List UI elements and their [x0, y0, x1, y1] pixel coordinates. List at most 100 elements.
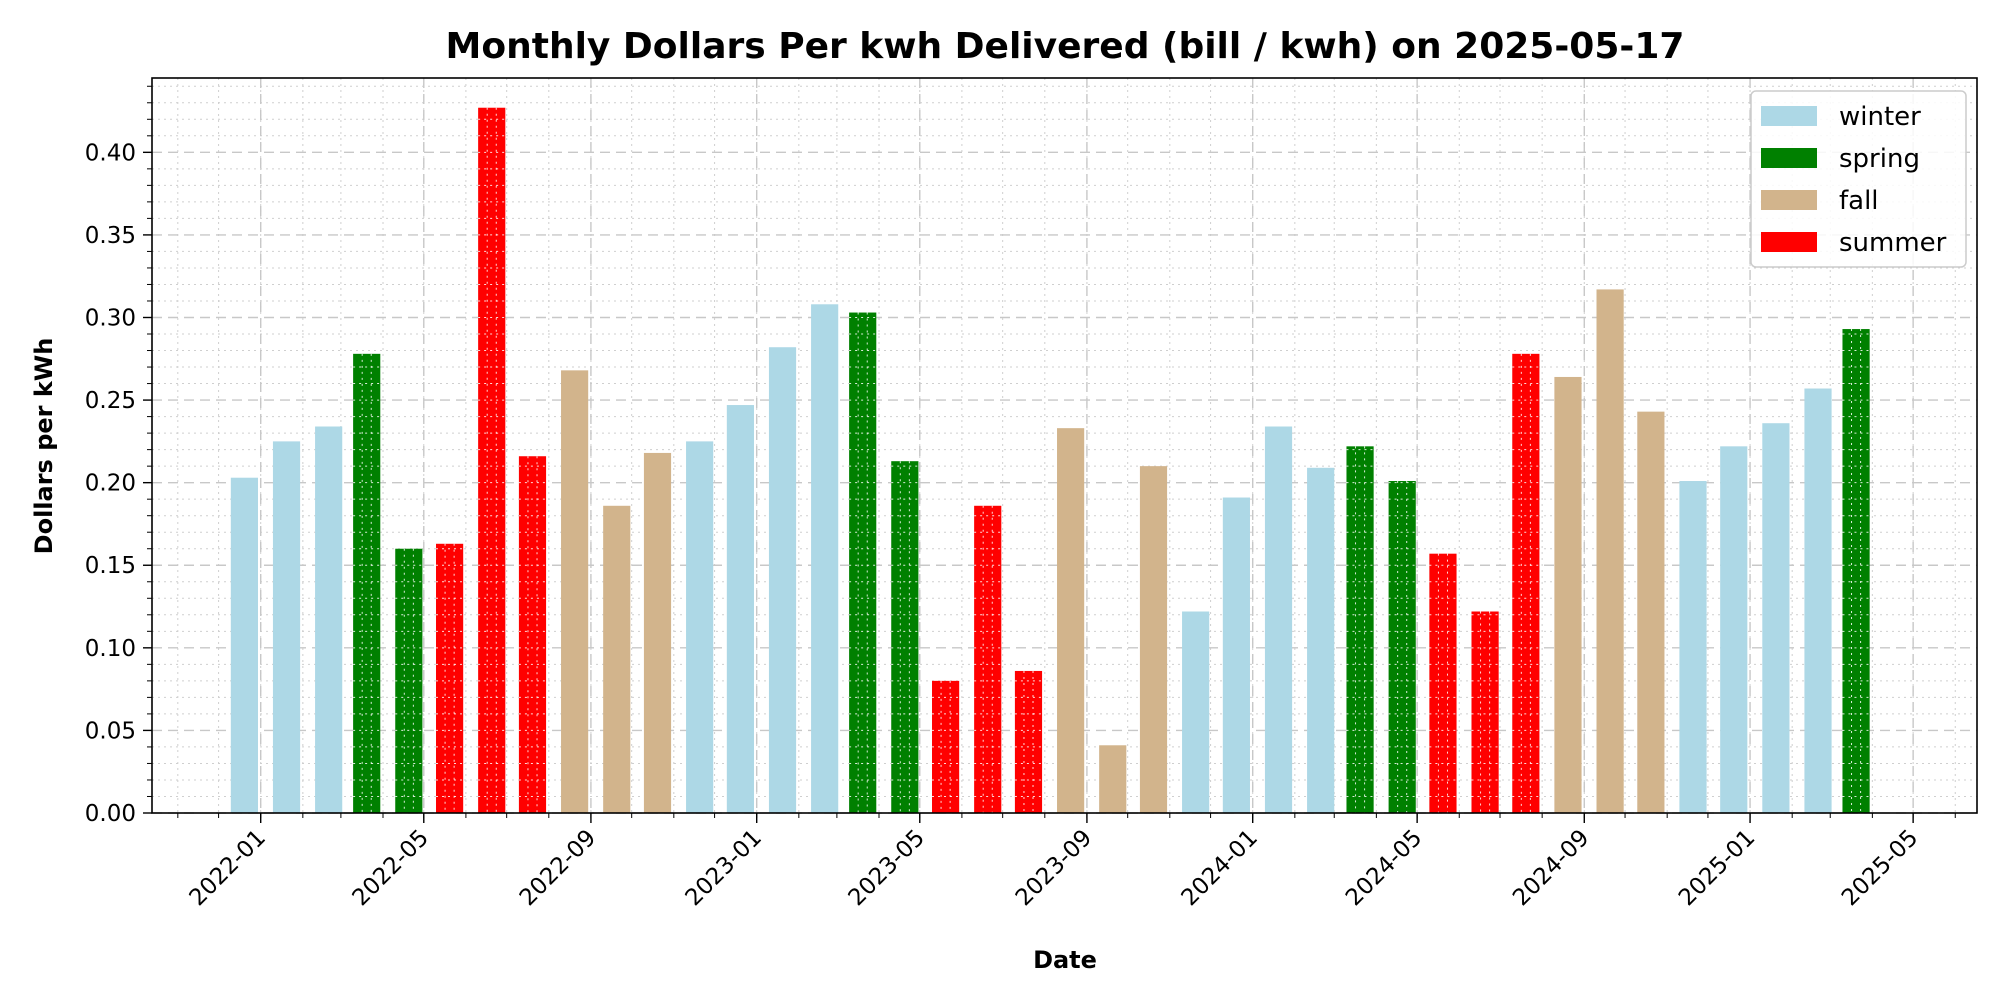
bar-fill	[1637, 411, 1665, 813]
x-tick-label: 2023-01	[681, 825, 767, 911]
bar-summer	[1429, 553, 1457, 813]
x-tick-label: 2024-05	[1341, 825, 1427, 911]
bar-fill	[1388, 481, 1416, 813]
x-tick-label: 2022-09	[515, 825, 601, 911]
bar-fall	[1057, 428, 1085, 813]
plot-frame	[151, 77, 1978, 814]
y-tick-label: 0.10	[85, 636, 136, 662]
bar-fill	[726, 405, 754, 813]
bar-summer	[1471, 611, 1499, 813]
bar-fill	[849, 312, 877, 813]
bar-fill	[1182, 611, 1210, 813]
bar-fall	[603, 505, 631, 813]
bar-fall	[643, 452, 672, 813]
bar-winter	[686, 441, 714, 813]
bar-spring	[353, 353, 381, 813]
bar-spring	[1842, 329, 1870, 813]
y-tick-label: 0.30	[85, 305, 136, 331]
bar-fill	[643, 452, 672, 813]
legend-label-fall: fall	[1839, 186, 1879, 216]
bar-spring	[395, 548, 423, 813]
y-axis: 0.00 0.05 0.10 0.15 0.20 0.25 0.30 0.35 0.40	[85, 85, 152, 827]
bar-winter	[1307, 467, 1335, 813]
bar-fill	[1346, 446, 1374, 813]
bar-fill	[891, 461, 919, 813]
bar-fill	[1720, 446, 1748, 813]
bar-summer	[1014, 670, 1043, 813]
bar-fill	[1222, 497, 1250, 813]
x-axis: 2022-01 2022-05 2022-09 2023-01 2023-05 2023-…	[177, 813, 1956, 911]
bar-winter	[1720, 446, 1748, 813]
bar-winter	[315, 426, 343, 813]
x-tick-label: 2025-01	[1674, 825, 1760, 911]
chart-title: Monthly Dollars Per kwh Delivered (bill …	[446, 26, 1685, 67]
y-tick-label: 0.00	[85, 801, 136, 827]
bar-summer	[974, 505, 1002, 813]
bar-fill	[353, 353, 381, 813]
bar-winter	[811, 304, 839, 813]
bar-fill	[1471, 611, 1499, 813]
bar-winter	[768, 347, 797, 813]
y-axis-title: Dollars per kWh	[30, 338, 58, 555]
y-tick-label: 0.15	[85, 553, 136, 579]
bar-fill	[518, 456, 547, 813]
bar-fill	[1554, 376, 1582, 813]
x-tick-label: 2023-05	[844, 825, 930, 911]
bar-spring	[849, 312, 877, 813]
bar-spring	[1388, 481, 1416, 813]
x-axis-title: Date	[1033, 946, 1097, 974]
bar-fill	[230, 477, 258, 813]
bar-winter	[1264, 426, 1293, 813]
bar-fall	[561, 370, 589, 813]
bar-winter	[230, 477, 258, 813]
y-tick-label: 0.25	[85, 388, 136, 414]
legend-swatch-summer	[1761, 232, 1817, 252]
bars	[230, 107, 1870, 813]
bar-summer	[1512, 353, 1540, 813]
bar-fill	[436, 543, 464, 813]
x-tick-label: 2024-09	[1508, 825, 1594, 911]
y-tick-label: 0.05	[85, 718, 136, 744]
legend: winter spring fall summer	[1750, 90, 1967, 268]
bar-fall	[1139, 466, 1168, 813]
bar-summer	[436, 543, 464, 813]
bar-summer	[518, 456, 547, 813]
bar-fill	[1429, 553, 1457, 813]
bar-fall	[1554, 376, 1582, 813]
bar-winter	[1182, 611, 1210, 813]
y-tick-label: 0.20	[85, 471, 136, 497]
bar-fill	[1512, 353, 1540, 813]
bar-fill	[1307, 467, 1335, 813]
legend-swatch-winter	[1761, 106, 1817, 126]
legend-swatch-spring	[1761, 148, 1817, 168]
bar-summer	[932, 680, 960, 813]
bar-summer	[478, 107, 506, 813]
bar-winter	[726, 405, 754, 813]
bar-spring	[891, 461, 919, 813]
legend-label-winter: winter	[1839, 102, 1921, 132]
bar-fill	[768, 347, 797, 813]
x-tick-label: 2025-05	[1837, 825, 1923, 911]
bar-winter	[1762, 423, 1790, 813]
bar-fill	[1804, 388, 1832, 813]
bar-fill	[1596, 289, 1624, 813]
bar-winter	[1804, 388, 1832, 813]
bar-fall	[1596, 289, 1624, 813]
bar-fall	[1637, 411, 1665, 813]
bar-fill	[315, 426, 343, 813]
bar-fill	[974, 505, 1002, 813]
bar-fill	[1762, 423, 1790, 813]
bar-fill	[1099, 745, 1127, 813]
bar-winter	[1222, 497, 1250, 813]
x-tick-label: 2023-09	[1011, 825, 1097, 911]
bar-fill	[1842, 329, 1870, 813]
y-tick-label: 0.35	[85, 223, 136, 249]
legend-box	[1750, 90, 1967, 268]
y-tick-label: 0.40	[85, 140, 136, 166]
legend-swatch-fall	[1761, 190, 1817, 210]
bar-fill	[1679, 481, 1707, 813]
x-tick-label: 2022-01	[185, 825, 271, 911]
bar-fill	[811, 304, 839, 813]
legend-label-spring: spring	[1839, 144, 1920, 174]
